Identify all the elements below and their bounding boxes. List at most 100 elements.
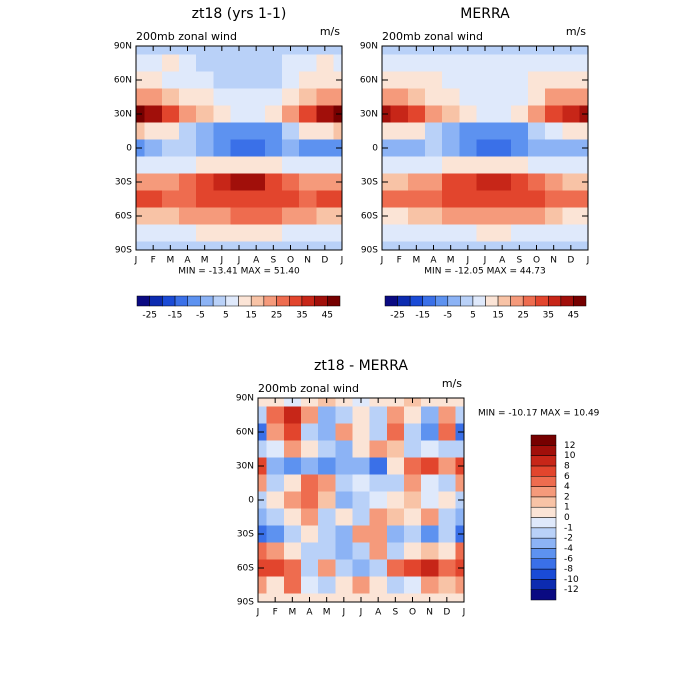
contour-cell <box>493 139 512 158</box>
colorbar-label: 25 <box>271 311 282 321</box>
colorbar-label: 15 <box>245 311 256 321</box>
contour-cell <box>230 71 249 90</box>
contour-cell <box>493 105 512 124</box>
contour-cell <box>247 122 266 141</box>
x-tick-label: J <box>134 256 138 266</box>
contour-cell <box>476 88 495 107</box>
colorbar-box <box>289 295 303 307</box>
y-tick-label: 30S <box>361 178 378 188</box>
contour-cell <box>442 139 460 158</box>
y-tick-label: 90N <box>236 394 254 404</box>
colorbar-box <box>327 295 341 307</box>
y-tick-label: 30N <box>360 110 378 120</box>
contour-cell <box>352 457 371 476</box>
contour-cell <box>369 440 388 459</box>
contour-cell <box>299 156 317 175</box>
contour-cell <box>283 474 302 493</box>
contour-cell <box>421 457 439 476</box>
contour-cell <box>335 440 354 459</box>
contour-cell <box>403 474 422 493</box>
x-tick-label: N <box>304 256 311 266</box>
y-tick-label: 0 <box>248 496 254 506</box>
stats: MIN = -13.41 MAX = 51.40 <box>178 267 300 277</box>
contour-cell <box>266 474 285 493</box>
contour-cell <box>386 525 405 544</box>
contour-cell <box>333 190 342 209</box>
contour-cell <box>369 542 388 561</box>
colorbar-box <box>530 476 557 487</box>
subtitle: 200mb zonal wind <box>136 30 237 43</box>
contour-cell <box>161 105 180 124</box>
contour-cell <box>213 71 232 90</box>
contour-cell <box>527 105 546 124</box>
contour-cell <box>545 54 563 73</box>
contour-cell <box>527 88 546 107</box>
colorbar-box <box>560 295 574 307</box>
contour-cell <box>335 423 354 442</box>
contour-cell <box>283 457 302 476</box>
contour-cell <box>545 88 563 107</box>
x-tick-label: M <box>323 608 331 618</box>
colorbar-label: 5 <box>223 311 229 321</box>
contour-cell <box>333 156 342 175</box>
contour-cell <box>316 54 335 73</box>
contour-cell <box>258 576 268 595</box>
contour-cell <box>386 440 405 459</box>
colorbar-label: 5 <box>470 311 476 321</box>
x-tick-label: N <box>426 608 433 618</box>
contour-cell <box>390 173 409 192</box>
x-tick-label: D <box>321 256 328 266</box>
contour-cell <box>455 542 464 561</box>
contour-cell <box>369 406 388 425</box>
contour-cell <box>144 105 163 124</box>
contour-cell <box>510 190 529 209</box>
colorbar-box <box>435 295 449 307</box>
contour-cell <box>407 54 426 73</box>
colorbar-box <box>472 295 486 307</box>
contour-cell <box>266 491 285 510</box>
contour-cell <box>579 224 588 243</box>
colorbar-box <box>136 295 150 307</box>
contour-cell <box>196 156 214 175</box>
contour-cell <box>579 122 588 141</box>
x-tick-label: A <box>375 608 382 618</box>
contour-cell <box>318 440 336 459</box>
contour-cell <box>230 224 249 243</box>
contour-cell <box>258 440 268 459</box>
contour-cell <box>283 576 302 595</box>
contour-cell <box>459 190 478 209</box>
contour-cell <box>161 190 180 209</box>
contour-cell <box>459 71 478 90</box>
contour-cell <box>510 88 529 107</box>
contour-cell <box>196 139 214 158</box>
contour-cell <box>258 474 268 493</box>
contour-cell <box>459 224 478 243</box>
colorbar-label: -15 <box>168 311 183 321</box>
colorbar-label: 25 <box>517 311 528 321</box>
contour-cell <box>178 71 197 90</box>
y-tick-label: 90N <box>360 42 378 52</box>
contour-cell <box>283 559 302 578</box>
contour-cell <box>455 508 464 527</box>
contour-cell <box>352 406 371 425</box>
x-tick-label: O <box>533 256 540 266</box>
y-tick-label: 30N <box>236 462 254 472</box>
contour-cell <box>333 46 342 56</box>
x-tick-label: F <box>397 256 402 266</box>
contour-cell <box>562 224 581 243</box>
contour-cell <box>369 474 388 493</box>
x-tick-label: D <box>567 256 574 266</box>
contour-cell <box>382 46 392 56</box>
contour-cell <box>247 105 266 124</box>
colorbar-label: 35 <box>543 311 554 321</box>
contour-cell <box>144 173 163 192</box>
colorbar-box <box>263 295 277 307</box>
contour-cell <box>352 423 371 442</box>
contour-cell <box>335 491 354 510</box>
contour-cell <box>438 508 457 527</box>
contour-cell <box>352 508 371 527</box>
colorbar-box <box>530 517 557 529</box>
x-tick-label: J <box>342 608 346 618</box>
contour-cell <box>318 508 336 527</box>
y-tick-label: 60S <box>361 212 378 222</box>
